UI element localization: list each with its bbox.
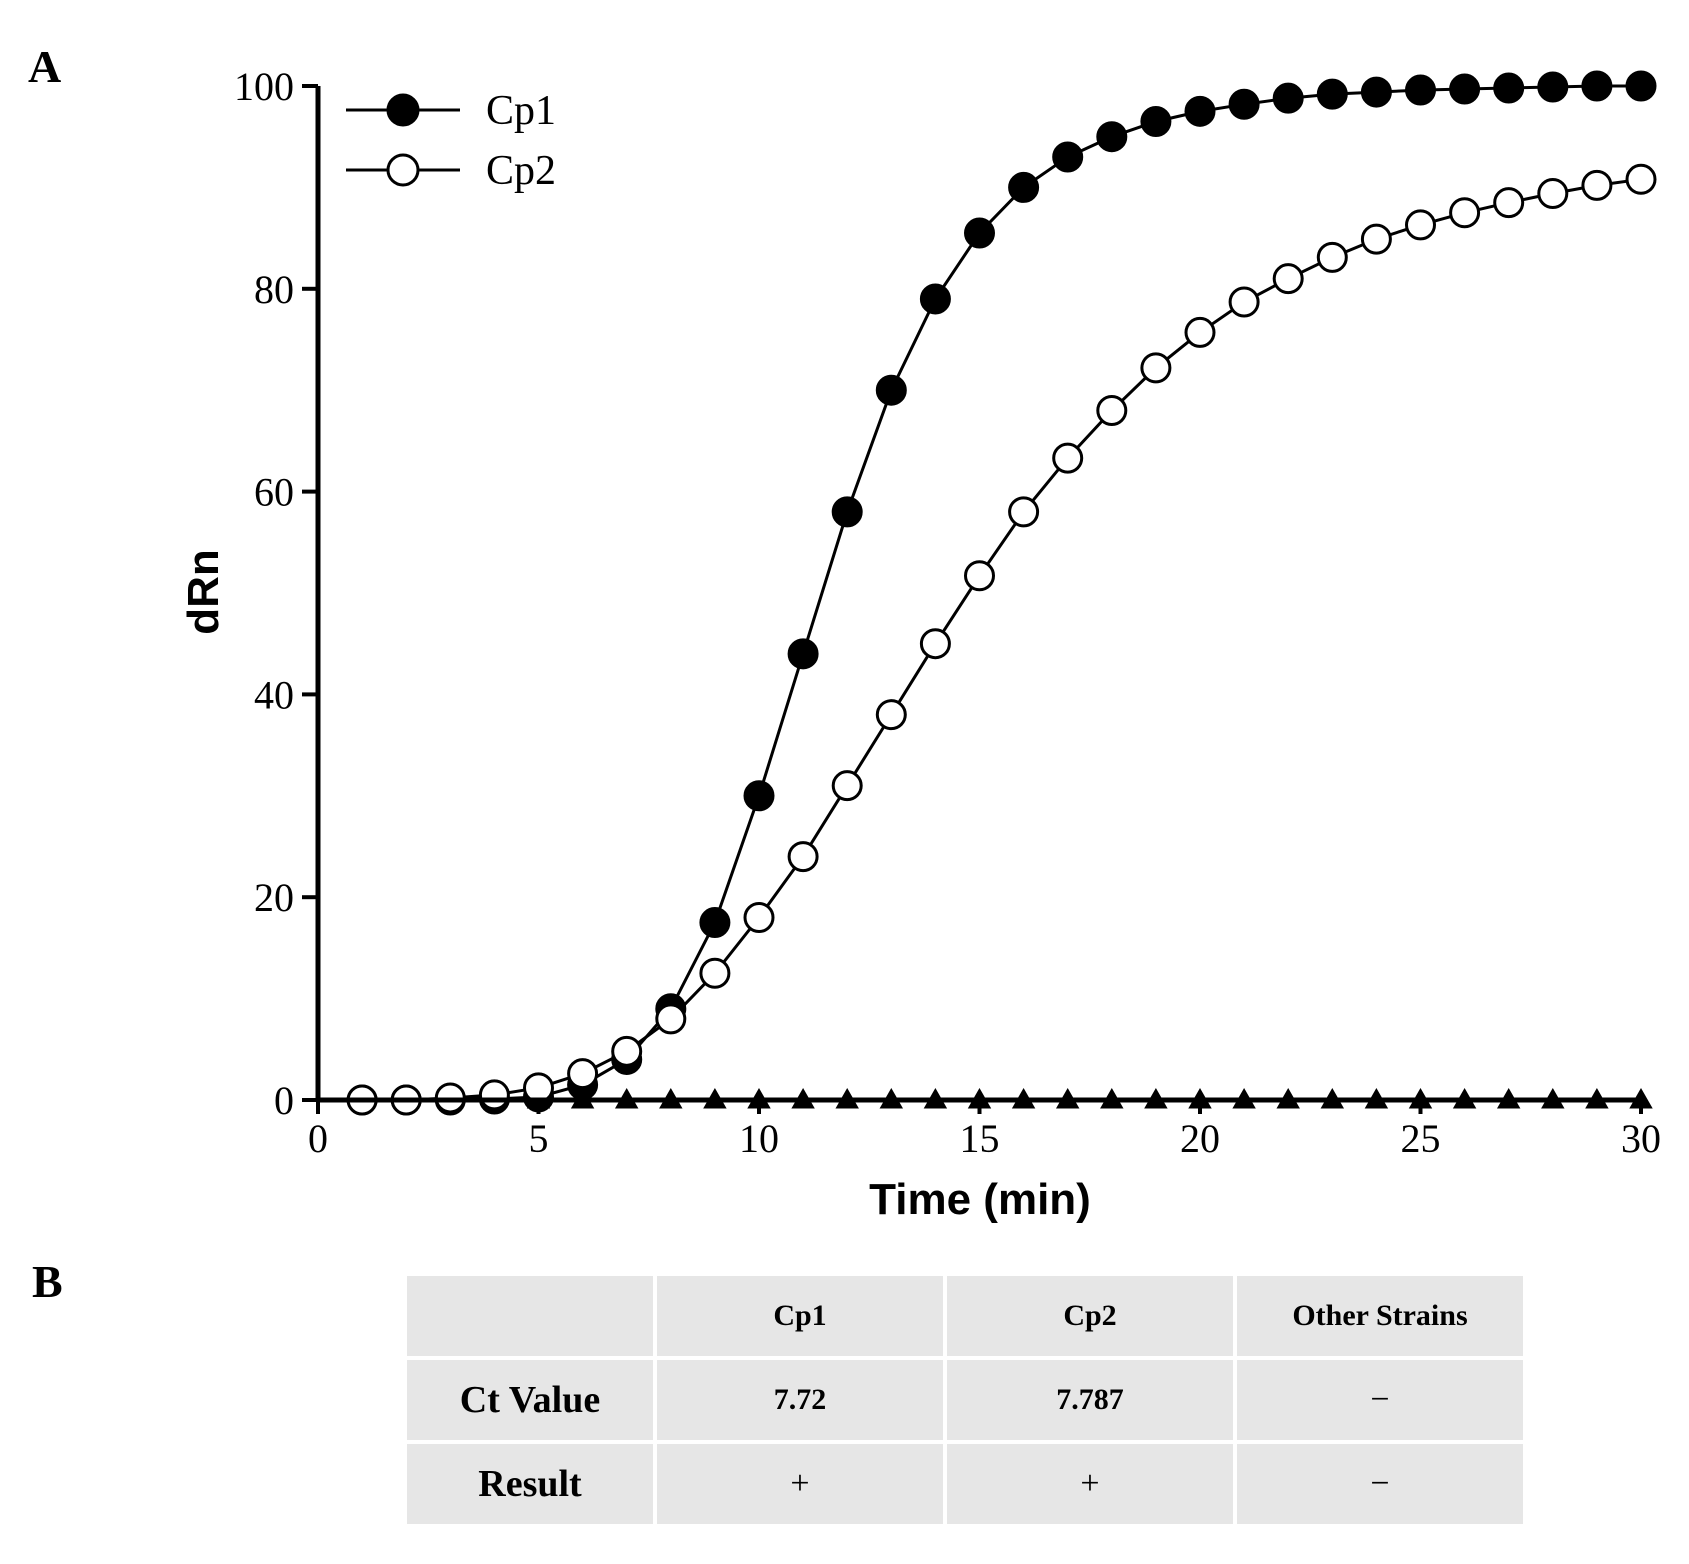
x-axis-title: Time (min) [869,1175,1091,1224]
data-point-cp2 [699,957,731,989]
x-tick-label: 10 [739,1116,779,1161]
data-point-cp2 [919,628,951,660]
data-point-cp1 [875,374,907,406]
x-tick-label: 30 [1621,1116,1661,1161]
data-point-cp1 [1008,171,1040,203]
table-header-cell: Cp1 [657,1276,943,1356]
table-header-cell: Cp2 [947,1276,1233,1356]
series-layer [346,70,1657,1116]
y-tick-label: 0 [274,1078,294,1123]
data-point-cp1 [1360,76,1392,108]
data-point-cp1 [1052,141,1084,173]
data-point-cp1 [1316,78,1348,110]
data-point-cp2 [1096,394,1128,426]
data-point-cp1 [1449,73,1481,105]
legend-marker-cp2 [386,153,420,187]
data-point-cp2 [1449,197,1481,229]
x-tick-label: 5 [529,1116,549,1161]
data-point-cp2 [875,699,907,731]
data-point-cp1 [919,283,951,315]
table-row: Result + + − [407,1444,1523,1524]
data-point-cp2 [1493,187,1525,219]
data-point-cp2 [831,770,863,802]
legend-label-cp1: Cp1 [486,88,556,134]
table-row-label: Ct Value [407,1360,653,1440]
table-cell: + [947,1444,1233,1524]
data-point-cp1 [787,638,819,670]
data-point-cp1 [1625,70,1657,102]
data-point-cp1 [1184,95,1216,127]
legend-label-cp2: Cp2 [486,148,556,194]
table-cell: 7.72 [657,1360,943,1440]
data-point-cp2 [655,1003,687,1035]
x-tick-label: 25 [1401,1116,1441,1161]
y-tick-label: 60 [254,470,294,515]
table-cell: − [1237,1360,1523,1440]
data-point-cp1 [699,907,731,939]
data-point-cp2 [1008,496,1040,528]
data-point-cp2 [1184,316,1216,348]
x-tick-label: 0 [308,1116,328,1161]
data-point-cp1 [743,780,775,812]
data-point-cp2 [1272,263,1304,295]
data-point-cp2 [1228,286,1260,318]
data-point-cp2 [611,1035,643,1067]
data-point-cp1 [1272,82,1304,114]
series-line-cp1 [362,84,1641,1102]
data-point-cp2 [743,901,775,933]
result-table: Cp1 Cp2 Other Strains Ct Value 7.72 7.78… [403,1272,1527,1528]
table-header-row: Cp1 Cp2 Other Strains [407,1276,1523,1356]
data-point-cp1 [1581,70,1613,102]
data-point-cp2 [1581,169,1613,201]
data-point-cp1 [1228,88,1260,120]
x-tick-label: 15 [960,1116,1000,1161]
y-tick-label: 40 [254,672,294,717]
axes-layer: 0 20 40 60 80 100 0 5 10 15 20 25 30 [234,64,1661,1161]
data-point-cp1 [831,496,863,528]
y-axis-title: dRn [179,549,228,635]
y-tick-label: 100 [234,64,294,109]
table-row: Ct Value 7.72 7.787 − [407,1360,1523,1440]
data-point-cp2 [787,841,819,873]
series-line-cp2 [362,177,1642,1102]
data-point-cp1 [1140,105,1172,137]
data-point-cp1 [964,217,995,249]
legend-marker-cp1 [386,93,420,127]
table-cell: 7.787 [947,1360,1233,1440]
data-point-cp1 [1405,74,1436,106]
data-point-cp2 [1405,209,1436,241]
data-point-cp2 [1537,177,1569,209]
data-point-cp2 [1360,223,1392,255]
data-point-cp2 [1316,241,1348,273]
panel-b-label: B [32,1256,63,1307]
panel-a-label: A [28,41,62,92]
y-tick-label: 80 [254,267,294,312]
data-point-cp1 [1493,72,1525,104]
data-point-cp2 [478,1079,510,1111]
table-header-cell: Other Strains [1237,1276,1523,1356]
data-point-cp2 [1625,163,1657,195]
table-row-label: Result [407,1444,653,1524]
data-point-cp2 [567,1058,599,1090]
data-point-cp2 [1140,352,1172,384]
data-point-cp1 [1537,71,1569,103]
table-cell: − [1237,1444,1523,1524]
data-point-cp2 [964,560,995,592]
table-header-cell [407,1276,653,1356]
data-point-cp2 [1052,442,1084,474]
table-cell: + [657,1444,943,1524]
x-tick-label: 20 [1180,1116,1220,1161]
data-point-cp1 [1096,121,1128,153]
y-tick-label: 20 [254,875,294,920]
